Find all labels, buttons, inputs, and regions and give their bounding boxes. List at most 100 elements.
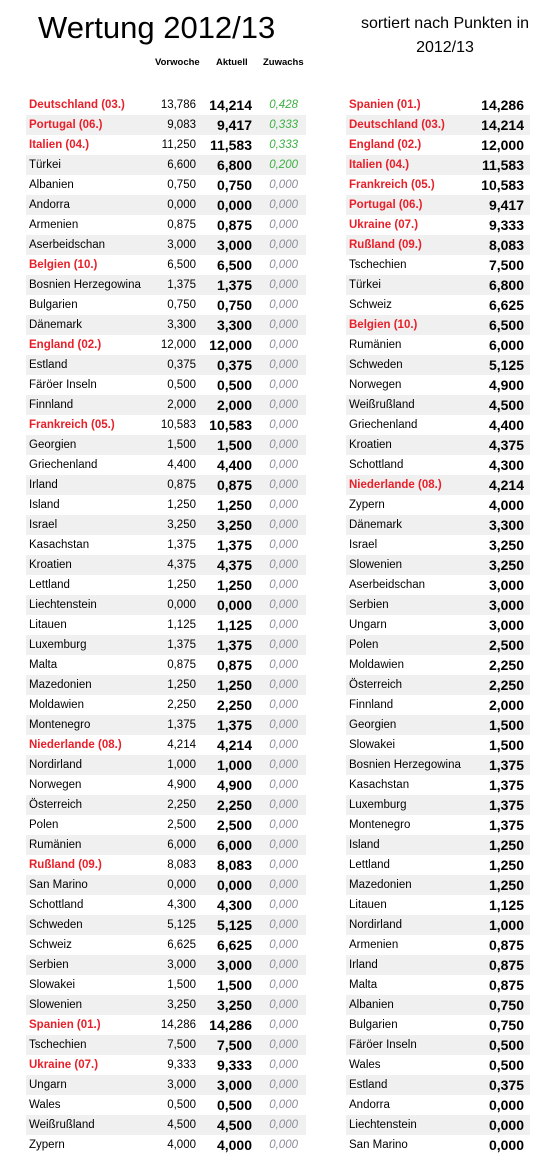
previous-value: 9,083 xyxy=(167,119,196,131)
table-row: Island 1,250 1,250 0,000 xyxy=(26,495,306,515)
gain-value: 0,333 xyxy=(269,139,298,151)
points-value: 12,000 xyxy=(481,137,524,153)
table-row: Mazedonien 1,250 xyxy=(346,875,530,895)
country-name: Israel xyxy=(349,539,378,551)
country-name: Georgien xyxy=(349,719,397,731)
points-value: 1,500 xyxy=(488,717,524,733)
current-value: 1,375 xyxy=(216,537,252,553)
table-row: Dänemark 3,300 3,300 0,000 xyxy=(26,315,306,335)
country-name: Mazedonien xyxy=(29,679,92,691)
previous-value: 3,250 xyxy=(167,999,196,1011)
current-value: 14,214 xyxy=(209,97,252,113)
country-name: Israel xyxy=(29,519,58,531)
country-name: Serbien xyxy=(349,599,389,611)
current-value: 2,250 xyxy=(216,697,252,713)
table-row: Griechenland 4,400 xyxy=(346,415,530,435)
country-name: Rumänien xyxy=(349,339,402,351)
table-row: Schweden 5,125 xyxy=(346,355,530,375)
previous-value: 1,375 xyxy=(167,539,196,551)
gain-value: 0,000 xyxy=(269,479,298,491)
country-name: Liechtenstein xyxy=(349,1119,417,1131)
table-row: Slowakei 1,500 1,500 0,000 xyxy=(26,975,306,995)
gain-value: 0,000 xyxy=(269,379,298,391)
points-value: 14,286 xyxy=(481,97,524,113)
table-row: Wales 0,500 0,500 0,000 xyxy=(26,1095,306,1115)
table-row: Färöer Inseln 0,500 xyxy=(346,1035,530,1055)
country-name: Rußland (09.) xyxy=(349,239,422,251)
previous-value: 13,786 xyxy=(160,99,196,111)
table-row: Niederlande (08.) 4,214 xyxy=(346,475,530,495)
previous-value: 5,125 xyxy=(167,919,196,931)
table-row: Dänemark 3,300 xyxy=(346,515,530,535)
table-row: Türkei 6,600 6,800 0,200 xyxy=(26,155,306,175)
table-row: San Marino 0,000 xyxy=(346,1135,530,1155)
table-row: England (02.) 12,000 xyxy=(346,135,530,155)
gain-value: 0,000 xyxy=(269,499,298,511)
table-row: Belgien (10.) 6,500 xyxy=(346,315,530,335)
gain-value: 0,000 xyxy=(269,879,298,891)
table-row: Malta 0,875 0,875 0,000 xyxy=(26,655,306,675)
previous-value: 1,250 xyxy=(167,499,196,511)
country-name: Bulgarien xyxy=(349,1019,398,1031)
gain-value: 0,000 xyxy=(269,679,298,691)
current-value: 0,750 xyxy=(216,177,252,193)
table-row: Irland 0,875 xyxy=(346,955,530,975)
points-value: 6,625 xyxy=(488,297,524,313)
gain-value: 0,000 xyxy=(269,1019,298,1031)
table-row: Estland 0,375 0,375 0,000 xyxy=(26,355,306,375)
country-name: Estland xyxy=(349,1079,388,1091)
gain-value: 0,000 xyxy=(269,459,298,471)
gain-value: 0,000 xyxy=(269,519,298,531)
country-name: Bulgarien xyxy=(29,299,78,311)
points-value: 2,250 xyxy=(488,657,524,673)
table-row: Ungarn 3,000 3,000 0,000 xyxy=(26,1075,306,1095)
country-name: Schweden xyxy=(29,919,83,931)
table-row: Norwegen 4,900 xyxy=(346,375,530,395)
current-value: 1,375 xyxy=(216,637,252,653)
country-name: Malta xyxy=(349,979,378,991)
current-value: 0,000 xyxy=(216,877,252,893)
table-row: Slowenien 3,250 xyxy=(346,555,530,575)
country-name: Niederlande (08.) xyxy=(29,739,122,751)
table-row: Aserbeidschan 3,000 3,000 0,000 xyxy=(26,235,306,255)
gain-value: 0,000 xyxy=(269,1119,298,1131)
points-value: 0,000 xyxy=(488,1117,524,1133)
column-header: Aktuell xyxy=(216,57,248,68)
current-value: 3,000 xyxy=(216,957,252,973)
country-name: Türkei xyxy=(349,279,381,291)
country-name: Schweiz xyxy=(349,299,392,311)
table-row: Polen 2,500 xyxy=(346,635,530,655)
points-value: 4,300 xyxy=(488,457,524,473)
country-name: Rußland (09.) xyxy=(29,859,102,871)
gain-value: 0,000 xyxy=(269,559,298,571)
country-name: Italien (04.) xyxy=(29,139,90,151)
points-value: 1,000 xyxy=(488,917,524,933)
points-value: 1,250 xyxy=(488,857,524,873)
current-value: 2,500 xyxy=(216,817,252,833)
table-row: Tschechien 7,500 xyxy=(346,255,530,275)
table-row: Liechtenstein 0,000 0,000 0,000 xyxy=(26,595,306,615)
previous-value: 8,083 xyxy=(167,859,196,871)
previous-value: 6,625 xyxy=(167,939,196,951)
gain-value: 0,000 xyxy=(269,1099,298,1111)
gain-value: 0,000 xyxy=(269,439,298,451)
points-value: 4,375 xyxy=(488,437,524,453)
country-name: Aserbeidschan xyxy=(29,239,106,251)
current-value: 4,214 xyxy=(216,737,252,753)
gain-value: 0,000 xyxy=(269,639,298,651)
previous-value: 0,375 xyxy=(167,359,196,371)
country-name: Schweden xyxy=(349,359,403,371)
table-row: Deutschland (03.) 13,786 14,214 0,428 xyxy=(26,95,306,115)
country-name: Lettland xyxy=(349,859,390,871)
current-value: 3,000 xyxy=(216,237,252,253)
points-value: 2,250 xyxy=(488,677,524,693)
gain-value: 0,000 xyxy=(269,339,298,351)
table-row: Lettland 1,250 xyxy=(346,855,530,875)
country-name: Dänemark xyxy=(349,519,403,531)
country-name: Färöer Inseln xyxy=(349,1039,417,1051)
points-value: 0,500 xyxy=(488,1037,524,1053)
gain-value: 0,000 xyxy=(269,759,298,771)
gain-value: 0,000 xyxy=(269,599,298,611)
previous-value: 1,500 xyxy=(167,979,196,991)
points-value: 4,214 xyxy=(488,477,524,493)
